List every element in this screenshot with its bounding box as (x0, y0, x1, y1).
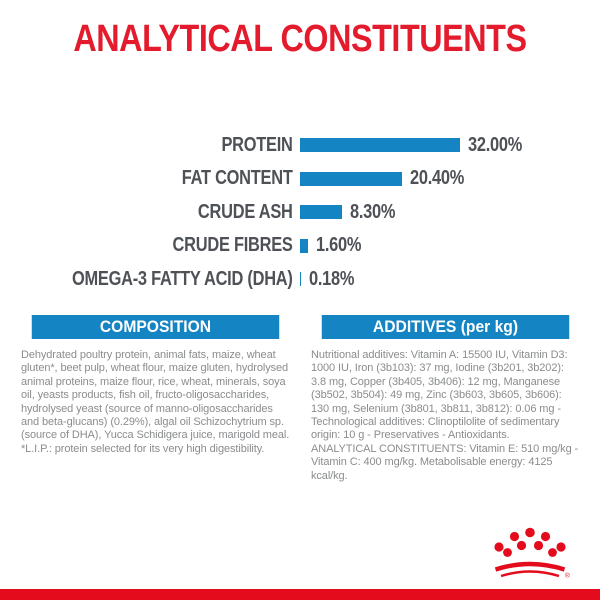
chart-row: PROTEIN 32.00% (0, 134, 600, 156)
bar-value-label: 32.00% (468, 133, 523, 156)
bar (300, 238, 308, 253)
bar-label: CRUDE ASH (197, 200, 293, 223)
additives-header: ADDITIVES (per kg) (321, 315, 570, 339)
additives-body: Nutritional additives: Vitamin A: 15500 … (311, 349, 580, 483)
composition-body: Dehydrated poultry protein, animal fats,… (21, 349, 290, 456)
bar (300, 138, 460, 152)
registered-mark: ® (565, 572, 570, 580)
chart-row: CRUDE ASH 8.30% (0, 201, 600, 223)
bar-label: OMEGA-3 FATTY ACID (DHA) (71, 267, 293, 290)
additives-analytical-paragraph: ANALYTICAL CONSTITUENTS: Vitamin E: 510 … (311, 442, 579, 482)
royal-canin-crown-logo: ® (494, 527, 570, 580)
composition-footnote: *L.I.P.: protein selected for its very h… (21, 442, 265, 455)
bar-value-label: 0.18% (309, 267, 355, 290)
composition-paragraph: Dehydrated poultry protein, animal fats,… (21, 349, 290, 442)
bar-label: FAT CONTENT (181, 167, 293, 189)
bar (300, 171, 402, 186)
page-title: ANALYTICAL CONSTITUENTS (73, 18, 527, 60)
composition-section: COMPOSITION Dehydrated poultry protein, … (21, 315, 290, 456)
chart-row: OMEGA-3 FATTY ACID (DHA) 0.18% (0, 268, 600, 290)
chart-row: CRUDE FIBRES 1.60% (0, 234, 600, 256)
additives-section: ADDITIVES (per kg) Nutritional additives… (311, 315, 580, 483)
additives-paragraph: Nutritional additives: Vitamin A: 15500 … (311, 349, 568, 442)
composition-header: COMPOSITION (31, 315, 280, 339)
bar-value-label: 1.60% (316, 234, 362, 256)
crown-swoosh-lower (500, 570, 560, 578)
analytical-constituents-chart: PROTEIN 32.00% FAT CONTENT 20.40% CRUDE ASH 8… (0, 134, 600, 290)
bar (300, 205, 342, 219)
bottom-red-bar (0, 589, 600, 600)
bar (300, 272, 301, 286)
bar-value-label: 8.30% (349, 200, 396, 223)
bar-value-label: 20.40% (410, 167, 465, 189)
crown-swoosh-upper (494, 561, 566, 572)
chart-row: FAT CONTENT 20.40% (0, 167, 600, 189)
bar-label: CRUDE FIBRES (172, 234, 293, 256)
crown-dots (494, 527, 566, 557)
bar-label: PROTEIN (221, 133, 293, 156)
